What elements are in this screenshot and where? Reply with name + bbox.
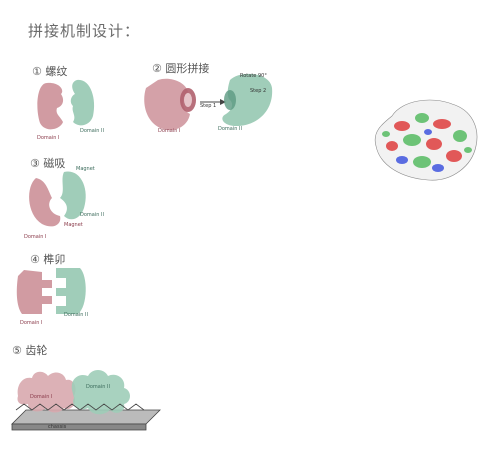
label-domain-2: Domain II — [64, 312, 88, 318]
label-step-2: Step 2 — [250, 88, 267, 94]
label-magnet-bottom: Magnet — [64, 222, 83, 228]
magnet-domains-drawing — [29, 171, 86, 227]
label-domain-2: Domain II — [80, 128, 104, 134]
label-domain-1: Domain I — [37, 135, 60, 141]
section-heading-round: ② 圆形拼接 — [152, 62, 210, 75]
label-step-1: Step 1 — [200, 103, 217, 109]
label-domain-2: Domain II — [86, 384, 110, 390]
label-domain-1: Domain I — [20, 320, 43, 326]
thread-domains-drawing — [37, 79, 95, 130]
label-domain-2: Domain II — [218, 126, 242, 132]
label-chassis: chassis — [48, 424, 67, 430]
protein-surface-image — [374, 99, 478, 181]
label-domain-1: Domain I — [30, 394, 53, 400]
mortise-domains-drawing — [16, 268, 86, 314]
page-title: 拼接机制设计： — [28, 22, 141, 40]
section-heading-mortise: ④ 榫卯 — [30, 253, 66, 266]
section-heading-magnet: ③ 磁吸 — [30, 157, 66, 170]
label-domain-2: Domain II — [80, 212, 104, 218]
section-heading-gear: ⑤ 齿轮 — [12, 344, 48, 357]
label-domain-1: Domain I — [24, 234, 47, 240]
label-rotate: Rotate 90° — [240, 73, 267, 79]
label-domain-1: Domain I — [158, 128, 181, 134]
round-splice-drawing — [144, 73, 273, 131]
section-heading-thread: ① 螺纹 — [32, 65, 68, 78]
gear-domains-drawing — [11, 370, 161, 431]
label-magnet-top: Magnet — [76, 166, 95, 172]
